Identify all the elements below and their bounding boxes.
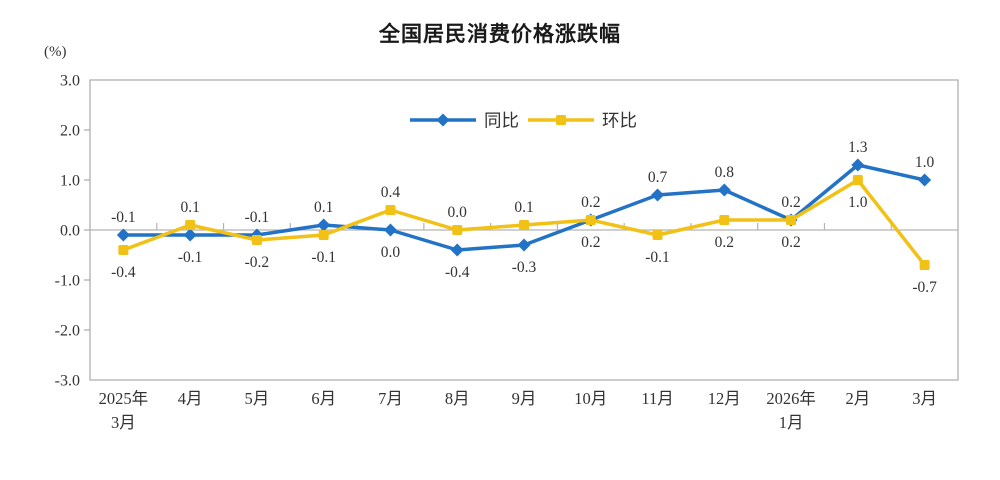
data-label: 0.2 — [781, 234, 800, 251]
data-point-marker — [852, 175, 863, 185]
x-category-label: 10月 — [574, 389, 607, 408]
x-category-label: 7月 — [378, 389, 403, 408]
x-category-label: 11月 — [641, 389, 673, 408]
data-label: -0.2 — [245, 254, 270, 271]
data-point-marker — [651, 188, 665, 202]
data-label: 0.2 — [781, 194, 800, 211]
x-category-label: 1月 — [779, 413, 804, 432]
data-label: 0.1 — [180, 199, 199, 216]
data-label: 0.2 — [715, 234, 734, 251]
data-label: 0.1 — [514, 199, 533, 216]
data-point-marker — [452, 225, 463, 235]
data-label: 0.0 — [448, 204, 468, 221]
data-point-marker — [185, 220, 196, 230]
data-label: -0.1 — [111, 209, 136, 226]
data-point-marker — [556, 115, 566, 125]
data-label: -0.1 — [311, 249, 336, 266]
data-point-marker — [717, 183, 731, 197]
data-point-marker — [851, 158, 865, 172]
y-tick-label: 0.0 — [60, 223, 80, 240]
x-category-label: 12月 — [708, 389, 741, 408]
data-label: -0.3 — [512, 259, 537, 276]
x-category-label: 3月 — [912, 389, 937, 408]
data-label: 0.0 — [381, 244, 401, 261]
y-tick-label: 1.0 — [60, 173, 80, 190]
data-label: -0.1 — [645, 249, 670, 266]
data-point-marker — [183, 228, 197, 242]
x-category-label: 2025年 — [99, 389, 149, 408]
legend-item-yoy: 同比 — [410, 111, 519, 131]
data-point-marker — [585, 215, 596, 225]
data-label: 0.4 — [381, 184, 401, 201]
data-label: 0.2 — [581, 234, 600, 251]
data-point-marker — [436, 113, 450, 127]
data-point-marker — [251, 235, 262, 245]
y-axis-unit-label: (%) — [44, 44, 67, 60]
data-label: 0.7 — [648, 169, 668, 186]
data-point-marker — [318, 230, 329, 240]
data-label: -0.4 — [111, 264, 136, 281]
data-point-marker — [786, 215, 797, 225]
y-tick-label: 2.0 — [60, 123, 80, 140]
data-point-marker — [383, 223, 397, 237]
data-point-marker — [385, 205, 396, 215]
series-mom: -0.4 0.1 -0.2 -0.1 0.4 0.0 0.1 0.2 -0.1 0.2 0.2 1.0… — [111, 175, 937, 296]
x-category-label: 8月 — [445, 389, 470, 408]
x-category-label: 3月 — [111, 413, 136, 432]
data-point-marker — [116, 228, 130, 242]
data-label: -0.7 — [912, 279, 937, 296]
data-label: -0.1 — [245, 209, 270, 226]
legend: 同比 环比 — [410, 111, 637, 131]
x-category-label: 5月 — [245, 389, 270, 408]
x-category-label: 6月 — [311, 389, 336, 408]
chart-title: 全国居民消费价格涨跌幅 — [379, 23, 621, 46]
data-label: 0.8 — [715, 164, 735, 181]
y-tick-label: 3.0 — [60, 73, 80, 90]
data-label: 0.2 — [581, 194, 600, 211]
legend-item-mom: 环比 — [528, 111, 637, 131]
y-tick-label: -1.0 — [55, 273, 80, 290]
data-label: -0.1 — [178, 249, 203, 266]
data-label: 1.0 — [915, 154, 935, 171]
legend-label: 同比 — [484, 111, 519, 131]
data-label: -0.4 — [445, 264, 470, 281]
data-label: 1.0 — [848, 194, 868, 211]
data-point-marker — [517, 238, 531, 252]
data-point-marker — [919, 260, 930, 270]
data-point-marker — [450, 243, 464, 257]
data-point-marker — [118, 245, 129, 255]
data-point-marker — [918, 173, 932, 187]
data-label: 0.1 — [314, 199, 333, 216]
data-label: 1.3 — [848, 139, 868, 156]
x-category-label: 2月 — [845, 389, 870, 408]
x-category-label: 2026年 — [766, 389, 816, 408]
y-tick-label: -3.0 — [55, 373, 80, 390]
x-category-label: 4月 — [178, 389, 203, 408]
legend-label: 环比 — [602, 111, 637, 131]
data-point-marker — [317, 218, 331, 232]
y-tick-label: -2.0 — [55, 323, 80, 340]
x-category-label: 9月 — [512, 389, 537, 408]
data-point-marker — [652, 230, 663, 240]
data-point-marker — [519, 220, 529, 230]
data-point-marker — [719, 215, 730, 225]
